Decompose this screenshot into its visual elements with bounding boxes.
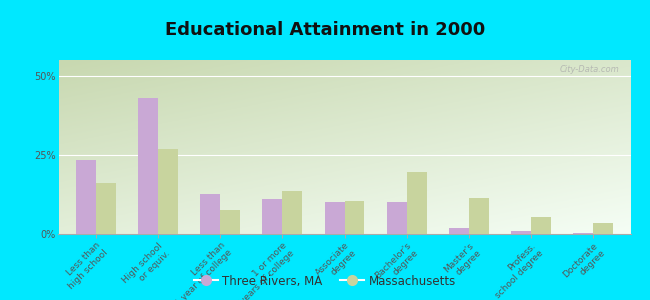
Bar (387, 202, 407, 234)
Bar (573, 233, 593, 234)
Bar (282, 191, 302, 234)
Bar (263, 199, 282, 234)
Bar (511, 232, 531, 234)
Bar (138, 98, 158, 234)
Bar (469, 198, 489, 234)
Bar (96, 183, 116, 234)
Bar (158, 148, 178, 234)
Bar (449, 228, 469, 234)
Text: Educational Attainment in 2000: Educational Attainment in 2000 (165, 21, 485, 39)
Bar (531, 217, 551, 234)
Bar (407, 172, 426, 234)
Bar (76, 160, 96, 234)
Bar (220, 210, 240, 234)
Legend: Three Rivers, MA, Massachusetts: Three Rivers, MA, Massachusetts (190, 271, 460, 291)
Bar (200, 194, 220, 234)
Bar (324, 202, 345, 234)
Bar (593, 223, 613, 234)
Bar (344, 201, 365, 234)
Text: City-Data.com: City-Data.com (559, 65, 619, 74)
